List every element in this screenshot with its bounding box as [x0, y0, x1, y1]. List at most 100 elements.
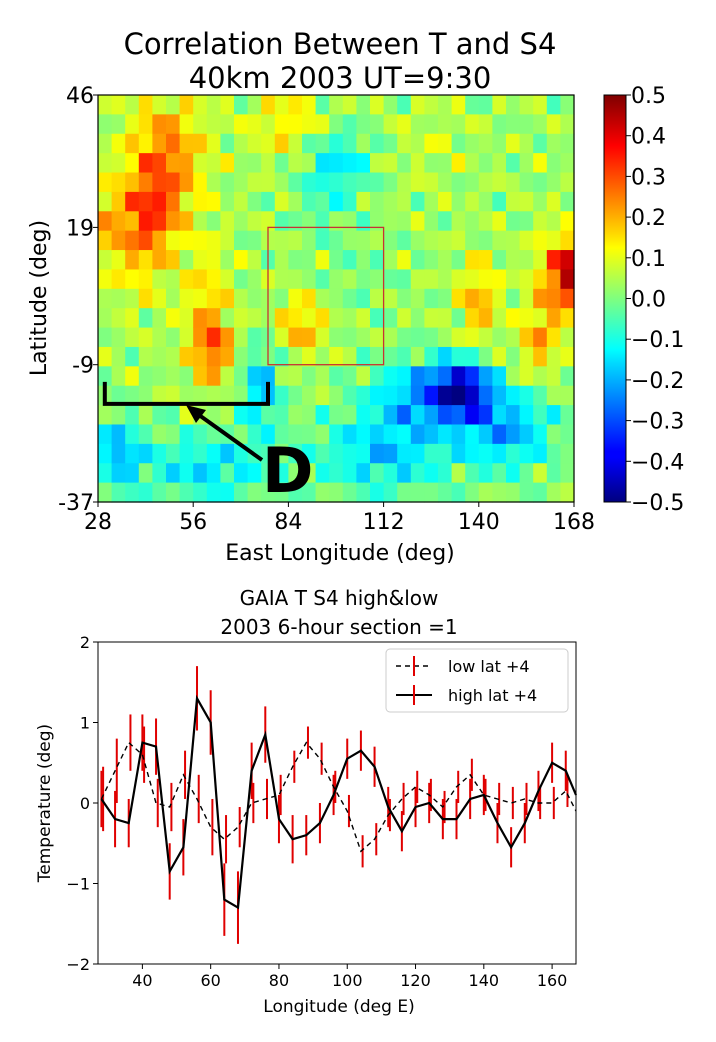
heatmap-cell — [546, 308, 561, 329]
heatmap-cell — [356, 346, 371, 367]
x-tick-label: 140 — [469, 971, 500, 990]
heatmap-cell — [465, 308, 480, 329]
heatmap-cell — [370, 211, 385, 232]
heatmap-cell — [329, 114, 344, 135]
heatmap-cell — [546, 114, 561, 135]
heatmap-cell — [492, 95, 507, 115]
heatmap-cell — [397, 424, 412, 445]
heatmap-cell — [533, 191, 548, 212]
heatmap-cell — [533, 482, 548, 503]
heatmap-cell — [546, 133, 561, 154]
heatmap-cell — [152, 482, 167, 503]
heatmap-cell — [370, 114, 385, 135]
heatmap-cell — [410, 191, 425, 212]
heatmap-cell — [519, 153, 534, 174]
heatmap-cell — [288, 482, 303, 503]
heatmap-cell — [438, 366, 453, 387]
heatmap-cell — [383, 114, 398, 135]
heatmap-cell — [424, 346, 439, 367]
heatmap-cell — [410, 95, 425, 115]
heatmap-cell — [274, 482, 289, 503]
heatmap-cell — [274, 463, 289, 484]
heatmap-cell — [220, 172, 235, 193]
heatmap-cell — [410, 269, 425, 290]
heatmap-cell — [342, 327, 357, 348]
heatmap-cell — [492, 172, 507, 193]
heatmap-cell — [125, 385, 140, 406]
heatmap-cell — [451, 114, 466, 135]
heatmap-cell — [261, 114, 276, 135]
heatmap-cell — [111, 230, 126, 251]
heatmap-cell — [274, 95, 289, 115]
heatmap-cell — [206, 385, 221, 406]
heatmap-cell — [329, 288, 344, 309]
heatmap-cell — [546, 191, 561, 212]
heatmap-cell — [206, 443, 221, 464]
heatmap-cell — [125, 269, 140, 290]
x-tick-label: 60 — [200, 971, 220, 990]
heatmap-cell — [220, 346, 235, 367]
heatmap-cell — [478, 133, 493, 154]
heatmap-cell — [125, 153, 140, 174]
y-tick-label: −1 — [66, 875, 90, 894]
heatmap-cell — [111, 211, 126, 232]
heatmap-cell — [560, 482, 575, 503]
heatmap-cell — [138, 366, 153, 387]
heatmap-cell — [193, 191, 208, 212]
heatmap-cell — [220, 191, 235, 212]
heatmap-cell — [492, 269, 507, 290]
heatmap-cell — [424, 288, 439, 309]
heatmap-cell — [125, 346, 140, 367]
heatmap-cell — [383, 133, 398, 154]
heatmap-cell — [533, 366, 548, 387]
heatmap-cell — [166, 269, 181, 290]
heatmap-cell — [193, 327, 208, 348]
x-tick-label: 40 — [132, 971, 152, 990]
heatmap-cell — [546, 211, 561, 232]
heatmap-cell — [533, 405, 548, 426]
heatmap-cell — [410, 211, 425, 232]
heatmap-cell — [288, 269, 303, 290]
heatmap-cell — [166, 424, 181, 445]
heatmap-cell — [438, 346, 453, 367]
heatmap-cell — [356, 133, 371, 154]
heatmap-cell — [356, 95, 371, 115]
heatmap-cell — [438, 269, 453, 290]
series-line-low — [100, 741, 577, 853]
heatmap-cell — [397, 327, 412, 348]
heatmap-cell — [274, 269, 289, 290]
heatmap-cell — [234, 482, 249, 503]
heatmap-cell — [506, 269, 521, 290]
colorbar-tick-label: 0.2 — [631, 206, 666, 231]
heatmap-cell — [383, 327, 398, 348]
heatmap-cell — [315, 95, 330, 115]
heatmap-cell — [370, 308, 385, 329]
heatmap-cell — [506, 191, 521, 212]
heatmap-cell — [560, 405, 575, 426]
heatmap-cell — [465, 482, 480, 503]
heatmap-cell — [478, 269, 493, 290]
heatmap-cell — [193, 95, 208, 115]
heatmap-cell — [302, 385, 317, 406]
heatmap-cell — [438, 95, 453, 115]
heatmap-cell — [315, 114, 330, 135]
heatmap-cell — [560, 308, 575, 329]
heatmap-cell — [98, 95, 113, 115]
annotation-arrowhead — [186, 405, 206, 423]
heatmap-cell — [152, 153, 167, 174]
heatmap-cell — [138, 463, 153, 484]
heatmap-cell — [506, 366, 521, 387]
heatmap-cell — [98, 172, 113, 193]
heatmap-cell — [342, 366, 357, 387]
heatmap-cell — [424, 95, 439, 115]
heatmap-cell — [342, 133, 357, 154]
heatmap-cell — [206, 269, 221, 290]
heatmap-cell — [465, 211, 480, 232]
colorbar-tick-label: 0.5 — [631, 84, 666, 109]
x-tick-label: 28 — [84, 510, 112, 535]
heatmap-cell — [410, 385, 425, 406]
heatmap-cell — [206, 405, 221, 426]
heatmap-cell — [138, 443, 153, 464]
heatmap-cell — [533, 211, 548, 232]
heatmap-cell — [220, 308, 235, 329]
